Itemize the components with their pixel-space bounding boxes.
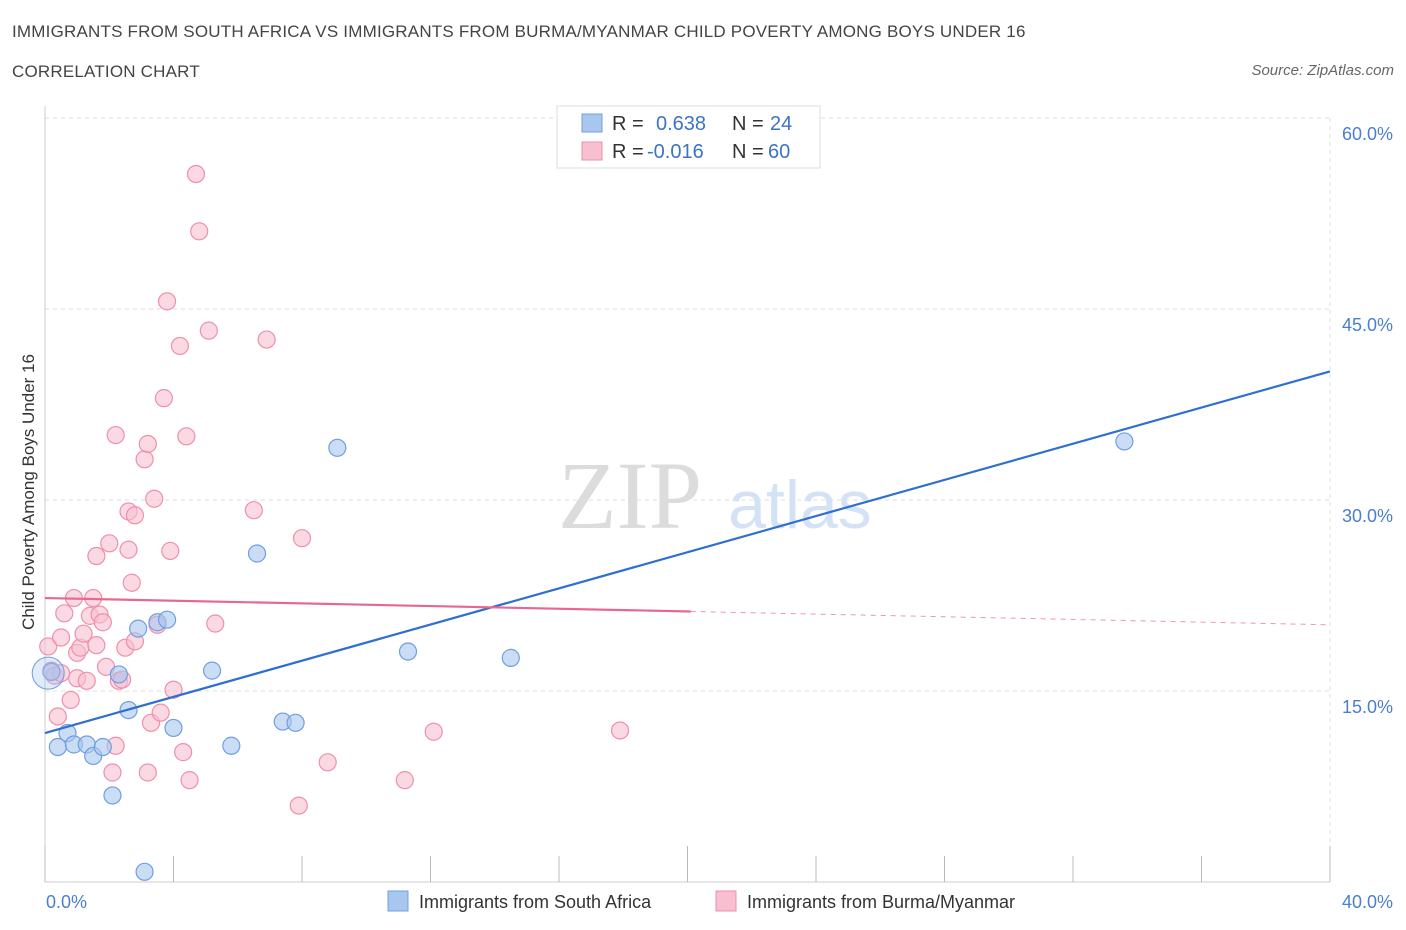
burma-point-40 [157, 292, 177, 311]
burma-point-49 [199, 321, 218, 340]
y-tick-label-3: 60.0% [1342, 124, 1393, 144]
south-africa-points [31, 432, 1134, 881]
burma-point-57 [424, 722, 443, 741]
burma-point-42 [164, 680, 183, 699]
burma-point-56 [395, 771, 414, 790]
axes [44, 106, 1331, 883]
series-legend: Immigrants from South Africa Immigrants … [387, 890, 1015, 912]
legend-swatch-blue [581, 113, 603, 133]
burma-point-29 [122, 573, 141, 592]
burma-point-34 [138, 763, 157, 782]
trend-lines [44, 370, 1331, 735]
burma-point-54 [292, 529, 312, 548]
y-tick-label-0: 15.0% [1342, 697, 1393, 717]
south-africa-point-21 [398, 642, 418, 661]
burma-point-45 [177, 427, 196, 446]
burma-point-47 [186, 164, 206, 184]
series-legend-label-1: Immigrants from South Africa [419, 892, 652, 912]
chart-title: IMMIGRANTS FROM SOUTH AFRICA VS IMMIGRAN… [12, 22, 1026, 41]
x-tick-labels: 0.0% 40.0% [46, 892, 1393, 912]
burma-point-23 [106, 425, 125, 445]
x-tick-label-min: 0.0% [46, 892, 87, 912]
burma-point-18 [93, 613, 112, 632]
origin-cluster-point [31, 656, 65, 690]
trend-line-extension-1 [690, 610, 1331, 626]
burma-point-3 [48, 707, 67, 726]
south-africa-point-16 [222, 736, 241, 755]
burma-point-51 [244, 501, 263, 520]
burma-point-16 [87, 546, 106, 566]
y-axis-label: Child Poverty Among Boys Under 16 [19, 354, 38, 630]
legend-n-value-1: 24 [770, 113, 792, 135]
burma-point-44 [174, 743, 193, 762]
burma-point-58 [610, 721, 630, 740]
burma-point-33 [138, 434, 157, 454]
legend-n-label-2: N = [732, 141, 764, 163]
south-africa-point-15 [202, 661, 222, 680]
burma-point-0 [39, 637, 58, 656]
watermark-zip: ZIP [558, 442, 702, 549]
series-legend-label-2: Immigrants from Burma/Myanmar [747, 892, 1015, 912]
series-legend-swatch-blue [387, 890, 409, 912]
burma-point-46 [180, 771, 199, 790]
series-legend-swatch-pink [715, 890, 737, 912]
legend-swatch-pink [581, 141, 603, 161]
chart-subtitle: CORRELATION CHART [12, 62, 200, 81]
burma-point-38 [151, 703, 170, 722]
south-africa-point-10 [129, 619, 148, 638]
watermark: ZIP atlas [558, 442, 872, 549]
south-africa-point-7 [103, 786, 122, 805]
legend-n-value-2: 60 [768, 141, 790, 163]
burma-point-11 [74, 624, 93, 643]
south-africa-point-19 [286, 713, 305, 732]
burma-point-15 [87, 636, 106, 655]
burma-point-12 [77, 671, 96, 690]
y-tick-label-2: 45.0% [1342, 315, 1393, 335]
legend-n-label-1: N = [732, 113, 764, 135]
burma-point-39 [154, 389, 173, 408]
burma-point-20 [100, 534, 119, 553]
burma-point-5 [55, 604, 74, 623]
burma-point-21 [103, 763, 122, 782]
legend-r-label-1: R = [612, 113, 644, 135]
south-africa-point-11 [135, 862, 154, 881]
burma-point-4 [51, 628, 71, 647]
south-africa-point-20 [328, 438, 347, 457]
south-africa-point-23 [1115, 432, 1134, 451]
south-africa-point-22 [501, 648, 520, 667]
south-africa-point-14 [164, 718, 183, 738]
south-africa-point-8 [109, 665, 128, 684]
burma-point-36 [145, 489, 164, 508]
burma-point-6 [61, 690, 80, 710]
burma-point-55 [318, 753, 337, 772]
source-credit: Source: ZipAtlas.com [1251, 62, 1394, 79]
south-africa-point-6 [93, 737, 112, 757]
burma-point-32 [135, 450, 154, 469]
south-africa-point-0 [42, 662, 61, 682]
y-tick-labels: 15.0% 30.0% 45.0% 60.0% [1342, 124, 1393, 717]
burma-point-43 [170, 336, 190, 356]
stats-legend: R = 0.638 N = 24 R = -0.016 N = 60 [556, 105, 821, 169]
y-tick-label-1: 30.0% [1342, 506, 1393, 526]
south-africa-point-13 [157, 610, 177, 629]
south-africa-point-17 [247, 544, 267, 563]
x-tick-label-max: 40.0% [1342, 892, 1393, 912]
burma-point-31 [125, 506, 145, 525]
burma-point-28 [119, 540, 138, 559]
burma-point-53 [289, 796, 308, 815]
burma-point-41 [161, 541, 180, 561]
legend-r-value-2: -0.016 [647, 141, 704, 163]
trend-line-1 [44, 596, 691, 613]
burma-point-52 [257, 330, 276, 349]
trend-line-0 [44, 370, 1331, 735]
watermark-atlas: atlas [728, 467, 872, 543]
burma-point-48 [190, 222, 209, 241]
legend-r-value-1: 0.638 [656, 113, 706, 135]
legend-r-label-2: R = [612, 141, 644, 163]
burma-point-50 [206, 614, 225, 633]
